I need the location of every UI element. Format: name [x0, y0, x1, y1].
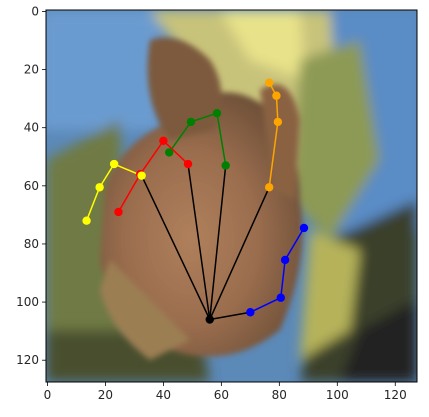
- y-tick-label: 0: [31, 4, 39, 18]
- x-tick-label: 100: [326, 388, 349, 402]
- index-bone: [275, 95, 279, 122]
- pinky-joint-1: [109, 159, 119, 169]
- index-bone: [268, 121, 279, 188]
- thumb-joint-2: [280, 255, 290, 265]
- y-tick-label: 80: [24, 237, 39, 251]
- pinky-joint-3: [82, 216, 91, 225]
- pinky-bone: [85, 187, 101, 221]
- y-tick-label: 120: [16, 353, 39, 367]
- wrist-bone-pinky: [140, 175, 211, 320]
- x-tick-label: 0: [44, 388, 52, 402]
- wrist-joint: [205, 315, 214, 324]
- wrist-bone-ring: [187, 163, 211, 320]
- ring-joint-1: [159, 136, 168, 145]
- middle-joint-2: [186, 117, 196, 127]
- y-tick-label: 40: [24, 121, 39, 135]
- middle-bone: [190, 112, 218, 123]
- y-tick-label: 60: [24, 179, 39, 193]
- axes-frame: [45, 9, 418, 383]
- y-tick-label: 20: [24, 63, 39, 77]
- middle-bone: [168, 121, 192, 153]
- x-tick-label: 120: [384, 388, 407, 402]
- x-tick-label: 20: [98, 388, 113, 402]
- middle-joint-1: [212, 108, 222, 118]
- thumb-joint-0: [246, 308, 255, 317]
- pinky-joint-0: [137, 171, 146, 180]
- pinky-bone: [98, 163, 115, 188]
- index-joint-0: [264, 183, 274, 192]
- wrist-bone-middle: [209, 165, 227, 320]
- x-tick-label: 80: [272, 388, 287, 402]
- ring-joint-0: [183, 159, 193, 169]
- thumb-bone: [284, 227, 305, 261]
- x-tick-label: 40: [156, 388, 171, 402]
- thumb-bone: [250, 297, 282, 313]
- ring-bone: [162, 140, 189, 165]
- x-axis-ticks: 0 20 40 60 80 100 120: [44, 382, 407, 402]
- thumb-joint-1: [276, 293, 285, 302]
- wrist-bone-thumb: [209, 311, 251, 321]
- y-axis-ticks: 0 20 40 60 80 100 120: [16, 4, 46, 367]
- wrist-bone-index: [209, 186, 270, 320]
- hand-skeleton: [82, 78, 309, 324]
- index-joint-2: [272, 91, 281, 100]
- middle-joint-0: [221, 161, 230, 170]
- ring-bone: [139, 140, 165, 175]
- pinky-joint-2: [95, 183, 104, 192]
- ring-bone: [117, 173, 141, 213]
- y-tick-label: 100: [16, 295, 39, 309]
- thumb-bone: [280, 259, 286, 298]
- middle-joint-3: [164, 148, 174, 157]
- ring-joint-3: [114, 207, 123, 217]
- middle-bone: [216, 113, 227, 166]
- x-tick-label: 60: [214, 388, 229, 402]
- index-joint-3: [264, 78, 274, 87]
- thumb-joint-3: [299, 223, 309, 233]
- index-joint-1: [273, 117, 283, 127]
